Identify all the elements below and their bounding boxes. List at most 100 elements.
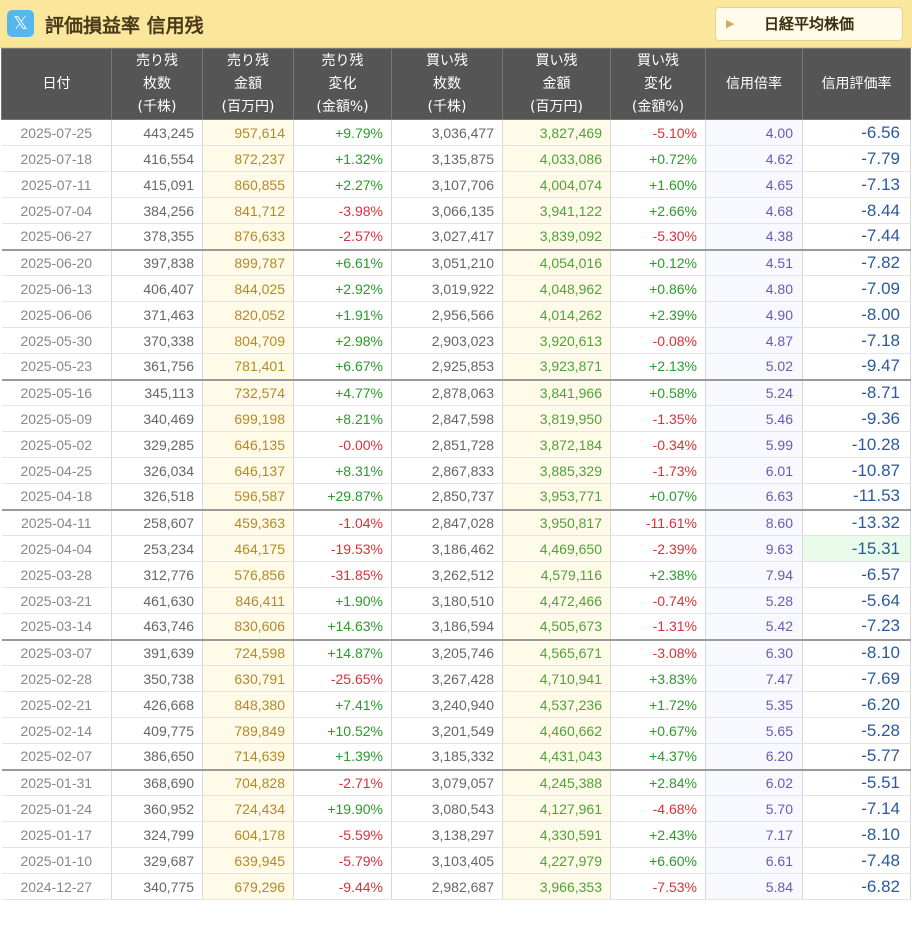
cell-margin-ratio: 4.51 <box>705 248 803 276</box>
cell-sell-amt: 804,709 <box>202 327 294 354</box>
cell-buy-change: -4.68% <box>610 795 706 822</box>
table-row: 2025-06-13 406,407 844,025 +2.92% 3,019,922 4… <box>1 275 911 302</box>
table-row: 2025-03-14 463,746 830,606 +14.63% 3,186,594… <box>1 613 911 640</box>
cell-margin-eval: -6.82 <box>802 873 911 900</box>
cell-buy-qty: 3,080,543 <box>391 795 503 822</box>
cell-margin-eval: -5.28 <box>802 717 911 744</box>
cell-buy-change: +3.83% <box>610 665 706 692</box>
cell-date: 2025-04-18 <box>1 483 112 510</box>
cell-sell-qty: 443,245 <box>111 119 203 146</box>
column-header-sell-qty: 売り残 枚数 (千株) <box>111 48 203 120</box>
cell-date: 2025-05-09 <box>1 405 112 432</box>
cell-margin-ratio: 5.99 <box>705 431 803 458</box>
column-header-line: 枚数 <box>433 75 461 92</box>
cell-buy-qty: 3,036,477 <box>391 119 503 146</box>
cell-sell-change: +2.92% <box>293 275 392 302</box>
table-row: 2025-04-18 326,518 596,587 +29.87% 2,850,737… <box>1 483 911 510</box>
cell-margin-ratio: 5.46 <box>705 405 803 432</box>
column-header-line: 日付 <box>42 75 71 92</box>
cell-buy-change: +1.60% <box>610 171 706 198</box>
cell-buy-qty: 3,262,512 <box>391 561 503 588</box>
cell-sell-amt: 732,574 <box>202 378 294 406</box>
cell-buy-change: +2.43% <box>610 821 706 848</box>
cell-buy-amt: 4,579,116 <box>502 561 611 588</box>
cell-buy-change: +6.60% <box>610 847 706 874</box>
cell-margin-eval: -8.10 <box>802 638 911 666</box>
column-header-buy-qty: 買い残 枚数 (千株) <box>391 48 503 120</box>
cell-buy-amt: 3,819,950 <box>502 405 611 432</box>
cell-buy-qty: 3,205,746 <box>391 638 503 666</box>
cell-sell-qty: 340,469 <box>111 405 203 432</box>
cell-buy-qty: 3,107,706 <box>391 171 503 198</box>
cell-sell-change: -25.65% <box>293 665 392 692</box>
cell-sell-qty: 340,775 <box>111 873 203 900</box>
cell-sell-qty: 391,639 <box>111 638 203 666</box>
cell-buy-qty: 3,185,332 <box>391 743 503 770</box>
cell-date: 2025-07-18 <box>1 145 112 172</box>
table-row: 2025-04-11 258,607 459,363 -1.04% 2,847,028 3… <box>1 508 911 536</box>
cell-margin-eval: -6.20 <box>802 691 911 718</box>
cell-margin-eval: -10.28 <box>802 431 911 458</box>
cell-buy-amt: 4,565,671 <box>502 638 611 666</box>
cell-margin-eval: -7.79 <box>802 145 911 172</box>
cell-sell-qty: 384,256 <box>111 197 203 224</box>
column-header-line: 変化 <box>644 75 672 92</box>
cell-date: 2025-04-04 <box>1 535 112 562</box>
column-header-line: 売り残 <box>227 52 269 69</box>
table-row: 2025-07-25 443,245 957,614 +9.79% 3,036,477 3… <box>1 119 911 146</box>
cell-sell-amt: 464,175 <box>202 535 294 562</box>
nikkei-average-button[interactable]: ▶ 日経平均株価 <box>715 7 903 41</box>
table-row: 2025-07-18 416,554 872,237 +1.32% 3,135,875 4… <box>1 145 911 172</box>
column-header-margin-ratio: 信用倍率 <box>705 48 803 120</box>
cell-sell-amt: 899,787 <box>202 248 294 276</box>
cell-sell-amt: 630,791 <box>202 665 294 692</box>
cell-buy-change: +2.38% <box>610 561 706 588</box>
cell-sell-amt: 844,025 <box>202 275 294 302</box>
table-row: 2024-12-27 340,775 679,296 -9.44% 2,982,687 3… <box>1 873 911 900</box>
cell-sell-qty: 416,554 <box>111 145 203 172</box>
cell-buy-change: -5.30% <box>610 223 706 250</box>
column-header-line: (金額%) <box>316 98 369 115</box>
table-row: 2025-07-11 415,091 860,855 +2.27% 3,107,706 4… <box>1 171 911 198</box>
cell-buy-change: +1.72% <box>610 691 706 718</box>
cell-date: 2025-05-02 <box>1 431 112 458</box>
cell-buy-change: -0.74% <box>610 587 706 614</box>
cell-date: 2025-04-25 <box>1 457 112 484</box>
cell-margin-eval: -8.10 <box>802 821 911 848</box>
cell-margin-eval: -8.44 <box>802 197 911 224</box>
cell-buy-qty: 3,051,210 <box>391 248 503 276</box>
cell-buy-qty: 2,867,833 <box>391 457 503 484</box>
cell-buy-qty: 3,186,594 <box>391 613 503 640</box>
cell-sell-change: +14.87% <box>293 638 392 666</box>
cell-margin-ratio: 5.70 <box>705 795 803 822</box>
cell-sell-amt: 724,598 <box>202 638 294 666</box>
cell-margin-eval: -7.13 <box>802 171 911 198</box>
cell-buy-amt: 4,127,961 <box>502 795 611 822</box>
cell-sell-change: -5.79% <box>293 847 392 874</box>
cell-sell-change: +10.52% <box>293 717 392 744</box>
cell-sell-change: -5.59% <box>293 821 392 848</box>
cell-margin-eval: -9.47 <box>802 353 911 380</box>
table-row: 2025-05-16 345,113 732,574 +4.77% 2,878,063 3… <box>1 378 911 406</box>
cell-sell-qty: 329,285 <box>111 431 203 458</box>
cell-sell-amt: 830,606 <box>202 613 294 640</box>
cell-margin-eval: -10.87 <box>802 457 911 484</box>
cell-sell-amt: 860,855 <box>202 171 294 198</box>
cell-sell-qty: 361,756 <box>111 353 203 380</box>
cell-margin-ratio: 4.80 <box>705 275 803 302</box>
cell-date: 2025-07-04 <box>1 197 112 224</box>
cell-buy-amt: 3,966,353 <box>502 873 611 900</box>
cell-date: 2025-06-06 <box>1 301 112 328</box>
cell-margin-ratio: 5.42 <box>705 613 803 640</box>
cell-sell-amt: 846,411 <box>202 587 294 614</box>
cell-sell-amt: 789,849 <box>202 717 294 744</box>
cell-buy-qty: 2,982,687 <box>391 873 503 900</box>
cell-buy-amt: 4,505,673 <box>502 613 611 640</box>
cell-buy-change: -1.35% <box>610 405 706 432</box>
x-share-icon[interactable]: 𝕏 <box>7 10 34 37</box>
cell-buy-amt: 4,033,086 <box>502 145 611 172</box>
cell-buy-qty: 3,066,135 <box>391 197 503 224</box>
cell-date: 2025-01-31 <box>1 768 112 796</box>
table-row: 2025-02-28 350,738 630,791 -25.65% 3,267,428… <box>1 665 911 692</box>
cell-sell-qty: 324,799 <box>111 821 203 848</box>
